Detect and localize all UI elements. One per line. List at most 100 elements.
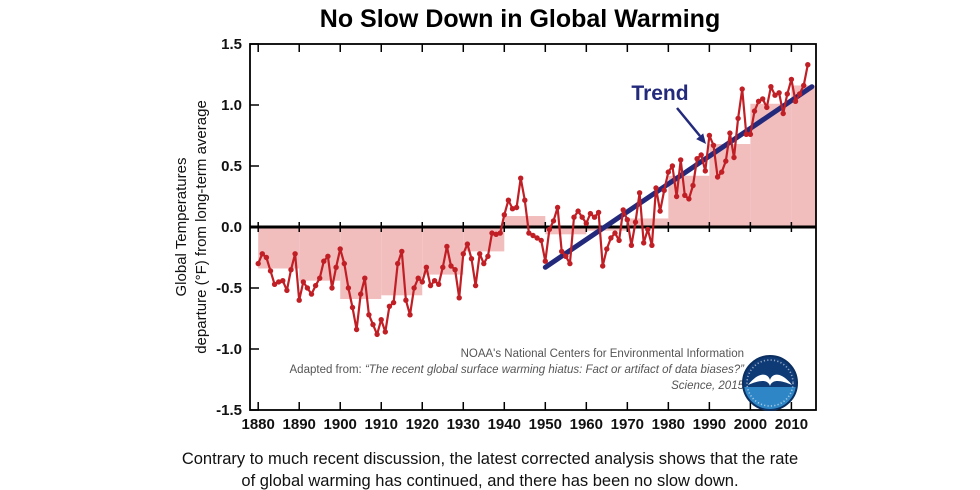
figure-caption-line2: of global warming has continued, and the… xyxy=(241,471,739,490)
data-point xyxy=(353,326,360,333)
data-point xyxy=(321,258,327,264)
trend-arrow-line xyxy=(676,107,701,137)
data-point xyxy=(271,281,278,287)
trend-annotation: Trend xyxy=(631,82,706,144)
data-point xyxy=(780,110,786,117)
data-point xyxy=(694,156,700,162)
data-point xyxy=(760,96,766,102)
figure-caption: Contrary to much recent discussion, the … xyxy=(0,449,980,490)
data-point xyxy=(460,251,466,257)
data-point xyxy=(399,248,405,255)
data-point xyxy=(714,174,721,180)
y-axis-label-line1: Global Temperatures xyxy=(173,158,190,297)
trend-arrow-head xyxy=(696,133,706,144)
data-point xyxy=(604,246,610,252)
data-point xyxy=(509,206,516,212)
data-point xyxy=(616,237,622,244)
data-point xyxy=(456,295,462,301)
data-point xyxy=(415,275,421,281)
data-point xyxy=(690,182,696,189)
data-point xyxy=(501,212,507,218)
data-point xyxy=(538,237,544,244)
data-point xyxy=(317,275,323,281)
data-point xyxy=(653,185,659,191)
chart-canvas: No Slow Down in Global Warming Global Te… xyxy=(173,5,817,433)
x-tick-label: 1970 xyxy=(611,416,644,433)
x-tick-label: 1960 xyxy=(570,416,603,433)
data-point xyxy=(522,197,528,203)
data-point xyxy=(641,240,647,246)
data-point xyxy=(386,303,393,309)
data-point xyxy=(755,98,762,105)
data-point xyxy=(427,282,434,289)
data-point xyxy=(698,152,704,158)
decadal-bar xyxy=(586,227,628,231)
y-tick-label: 1.5 xyxy=(221,36,242,53)
data-point xyxy=(706,132,713,139)
data-point xyxy=(312,282,319,289)
data-point xyxy=(731,154,737,161)
y-axis-label-line2: departure (°F) from long-term average xyxy=(193,100,210,354)
data-point xyxy=(390,299,397,306)
attribution-paper-title: “The recent global surface warming hiatu… xyxy=(365,364,745,376)
data-point xyxy=(280,278,286,284)
data-point xyxy=(747,131,754,137)
data-point xyxy=(518,175,524,181)
y-axis-label: Global Temperatures departure (°F) from … xyxy=(173,100,210,354)
x-tick-label: 1900 xyxy=(324,416,357,433)
data-point xyxy=(366,312,372,318)
decadal-bar xyxy=(627,218,669,227)
data-point xyxy=(571,214,577,220)
data-point xyxy=(768,84,774,90)
data-point xyxy=(645,226,651,233)
decadal-bar xyxy=(299,227,341,281)
data-point xyxy=(362,275,368,281)
data-point xyxy=(341,260,347,267)
data-point xyxy=(649,242,655,248)
attribution-line2: Adapted from: “The recent global surface… xyxy=(290,364,746,376)
data-point xyxy=(632,219,639,225)
noaa-logo-rim xyxy=(742,355,798,411)
data-point xyxy=(481,260,487,267)
data-point xyxy=(300,279,306,285)
data-point xyxy=(665,169,671,175)
x-tick-label: 1980 xyxy=(652,416,685,433)
data-point xyxy=(624,217,630,223)
data-point xyxy=(628,242,635,248)
data-point xyxy=(678,157,684,163)
data-point xyxy=(419,279,425,285)
decadal-bar xyxy=(791,85,816,227)
data-point xyxy=(575,208,581,214)
data-point xyxy=(333,264,339,270)
data-point xyxy=(636,190,643,196)
data-point xyxy=(673,193,680,200)
data-point xyxy=(304,285,311,291)
noaa-logo xyxy=(742,355,798,411)
x-tick-label: 1990 xyxy=(693,416,726,433)
data-point xyxy=(595,209,602,216)
chart-title: No Slow Down in Global Warming xyxy=(320,5,720,33)
axes-layer: -1.5 -1.0 -0.5 0.0 0.5 1.0 1.5 1880 1890 1900 1910… xyxy=(216,36,817,433)
data-point xyxy=(743,131,749,137)
data-point xyxy=(657,208,663,214)
data-point xyxy=(255,260,261,267)
data-point xyxy=(423,264,430,270)
data-point xyxy=(776,90,782,96)
data-point xyxy=(796,91,803,97)
data-point xyxy=(579,214,585,220)
data-point xyxy=(329,285,335,291)
data-point xyxy=(308,291,315,297)
data-point xyxy=(591,214,598,220)
data-point xyxy=(296,297,302,303)
data-point xyxy=(686,196,692,202)
data-point xyxy=(276,279,282,285)
data-point xyxy=(710,142,717,148)
data-point xyxy=(805,61,811,68)
data-point xyxy=(554,204,561,211)
data-point xyxy=(559,248,565,255)
data-point xyxy=(436,281,442,287)
data-point xyxy=(682,192,688,198)
data-point xyxy=(702,168,708,174)
data-point xyxy=(772,92,778,98)
decadal-bar xyxy=(504,216,546,227)
